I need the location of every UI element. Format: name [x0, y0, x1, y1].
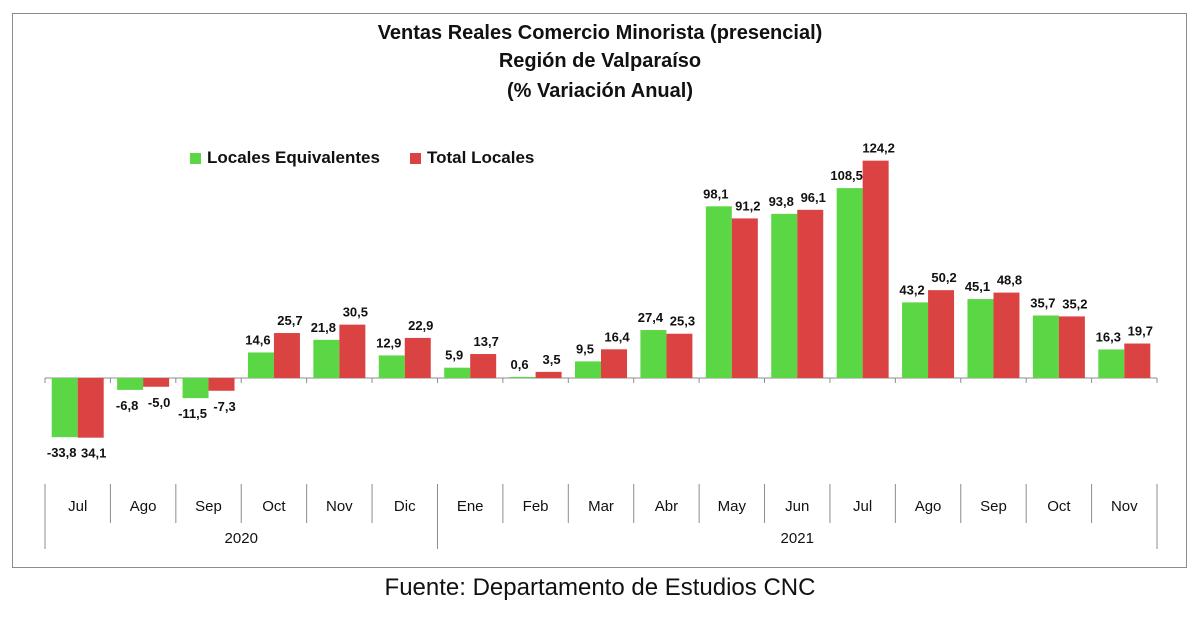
bar-total-locales	[273, 333, 300, 378]
bar-locales-equivalentes	[444, 367, 471, 378]
data-label: 9,5	[576, 341, 594, 356]
data-label: 3,5	[543, 352, 561, 367]
data-label: -6,8	[116, 398, 138, 413]
data-label: 35,7	[1030, 296, 1055, 311]
bar-total-locales	[731, 218, 758, 378]
data-label: 22,9	[408, 318, 433, 333]
x-tick-label: Nov	[1111, 498, 1138, 515]
bar-locales-equivalentes	[1098, 349, 1125, 378]
data-label: 50,2	[931, 270, 956, 285]
legend-label-series1: Locales Equivalentes	[207, 148, 380, 167]
bar-total-locales	[1124, 343, 1151, 378]
bar-locales-equivalentes	[771, 213, 798, 378]
data-label: 35,2	[1062, 296, 1087, 311]
x-tick-label: Ene	[457, 498, 484, 515]
bar-locales-equivalentes	[902, 302, 929, 378]
bar-total-locales	[404, 337, 431, 378]
bar-total-locales	[143, 378, 170, 387]
data-label: -11,5	[178, 406, 207, 421]
data-label: 16,3	[1096, 329, 1121, 344]
bar-total-locales	[470, 354, 497, 378]
data-label: 0,6	[511, 357, 529, 372]
bar-total-locales	[208, 378, 235, 391]
data-label: 93,8	[769, 194, 794, 209]
data-label: 98,1	[703, 186, 728, 201]
data-label: 48,8	[997, 273, 1022, 288]
data-label: 14,6	[245, 332, 270, 347]
data-label: 12,9	[376, 335, 401, 350]
legend-swatch-series1	[190, 152, 201, 164]
x-tick-label: Abr	[655, 498, 678, 515]
chart-title-line-3: (% Variación Anual)	[507, 80, 693, 102]
x-tick-label: Sep	[195, 498, 222, 515]
data-label: 96,1	[801, 190, 826, 205]
data-label: 21,8	[311, 320, 336, 335]
bar-locales-equivalentes	[575, 361, 601, 378]
x-tick-label: Mar	[588, 498, 614, 515]
data-label: 45,1	[965, 279, 990, 294]
bar-locales-equivalentes	[836, 188, 863, 378]
x-tick-label: Ago	[130, 498, 157, 515]
data-label: 27,4	[638, 310, 664, 325]
data-label: 16,4	[604, 329, 630, 344]
bar-total-locales	[535, 371, 562, 378]
x-tick-label: Oct	[262, 498, 286, 515]
data-label: 43,2	[899, 282, 924, 297]
data-label: 91,2	[735, 198, 760, 213]
x-tick-label: Feb	[523, 498, 549, 515]
data-label: 25,7	[277, 313, 302, 328]
data-label: -7,3	[213, 399, 235, 414]
chart-frame	[12, 13, 1187, 568]
data-label: 25,3	[670, 314, 695, 329]
bar-locales-equivalentes	[182, 378, 209, 399]
bar-locales-equivalentes	[1032, 315, 1059, 378]
legend-label-series2: Total Locales	[427, 148, 535, 167]
data-label: 124,2	[862, 141, 895, 156]
chart-title-line-2: Región de Valparaíso	[498, 50, 702, 72]
data-label: -33,8	[47, 445, 77, 460]
bar-locales-equivalentes	[117, 378, 144, 390]
bar-locales-equivalentes	[705, 206, 732, 378]
x-tick-label: Jul	[853, 498, 872, 515]
bar-locales-equivalentes	[509, 376, 536, 378]
bar-total-locales	[601, 349, 627, 378]
legend-swatch-series2	[410, 152, 421, 164]
data-label: 30,5	[343, 305, 368, 320]
bar-total-locales	[339, 324, 366, 378]
bar-locales-equivalentes	[51, 378, 78, 438]
x-tick-label: Jul	[68, 498, 87, 515]
data-label: -5,0	[148, 395, 170, 410]
data-label: 108,5	[830, 168, 863, 183]
x-tick-label: May	[718, 498, 747, 515]
bar-locales-equivalentes	[247, 352, 274, 378]
bar-locales-equivalentes	[313, 339, 340, 378]
x-tick-label: Sep	[980, 498, 1007, 515]
bar-total-locales	[862, 160, 889, 378]
x-tick-label: Ago	[915, 498, 942, 515]
year-group-label: 2021	[781, 530, 814, 547]
bar-locales-equivalentes	[378, 355, 405, 378]
x-tick-label: Nov	[326, 498, 353, 515]
bar-total-locales	[928, 290, 955, 378]
bar-total-locales	[1058, 316, 1085, 378]
x-tick-label: Oct	[1047, 498, 1071, 515]
bar-total-locales	[666, 333, 693, 378]
legend-item-series1: Locales Equivalentes	[190, 148, 380, 168]
bar-locales-equivalentes	[967, 299, 994, 378]
bar-total-locales	[797, 209, 824, 378]
x-tick-label: Dic	[394, 498, 416, 515]
bar-total-locales	[77, 378, 104, 438]
year-group-label: 2020	[225, 530, 258, 547]
data-label: 13,7	[474, 334, 499, 349]
source-note: Fuente: Departamento de Estudios CNC	[384, 574, 816, 601]
bar-total-locales	[993, 292, 1020, 378]
bar-locales-equivalentes	[640, 330, 667, 378]
chart-title-line-1: Ventas Reales Comercio Minorista (presen…	[377, 22, 823, 44]
x-tick-label: Jun	[785, 498, 809, 515]
data-label: 34,1	[81, 446, 106, 461]
legend-item-series2: Total Locales	[410, 148, 534, 168]
data-label: 19,7	[1128, 324, 1153, 339]
data-label: 5,9	[445, 348, 463, 363]
